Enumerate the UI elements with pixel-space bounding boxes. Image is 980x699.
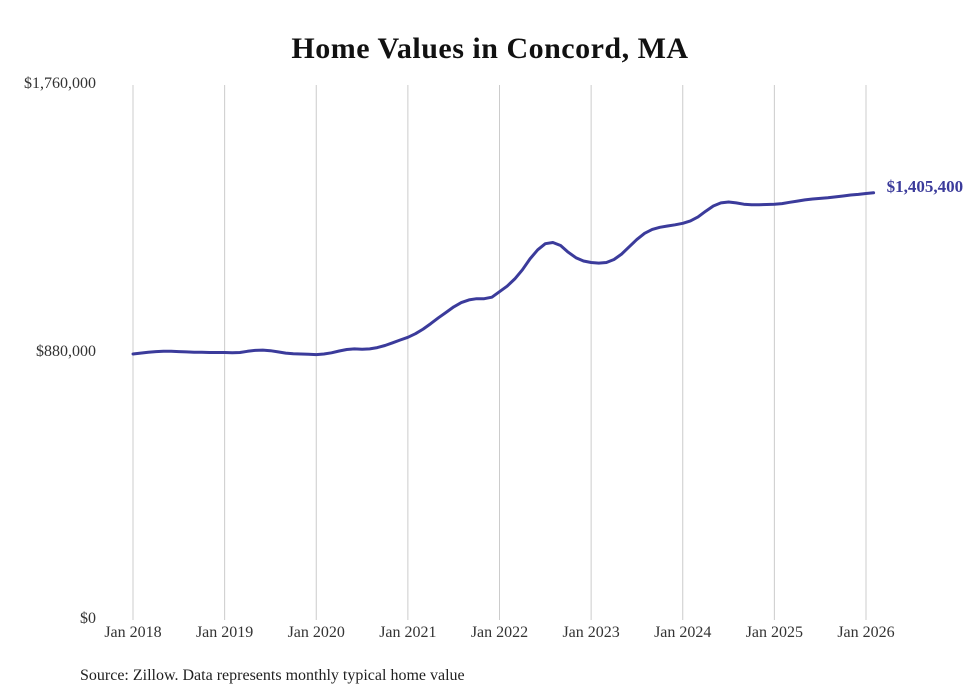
x-axis-label: Jan 2019 xyxy=(195,624,254,641)
y-axis-label: $0 xyxy=(80,610,96,627)
end-value-label: $1,405,400 xyxy=(886,176,964,196)
x-axis-label: Jan 2018 xyxy=(104,624,162,641)
source-note: Source: Zillow. Data represents monthly … xyxy=(80,667,465,684)
chart-title: Home Values in Concord, MA xyxy=(291,32,689,65)
x-axis-label: Jan 2023 xyxy=(562,624,620,641)
y-axis-label: $880,000 xyxy=(36,342,96,360)
x-axis-label: Jan 2020 xyxy=(287,624,345,641)
x-axis-label: Jan 2024 xyxy=(654,624,712,641)
home-value-line xyxy=(131,191,876,357)
x-axis-label: Jan 2022 xyxy=(470,624,529,641)
x-axis-label: Jan 2025 xyxy=(745,624,804,641)
x-axis-label: Jan 2026 xyxy=(837,624,895,641)
y-axis-label: $1,760,000 xyxy=(24,75,96,92)
x-axis-label: Jan 2021 xyxy=(379,624,437,641)
